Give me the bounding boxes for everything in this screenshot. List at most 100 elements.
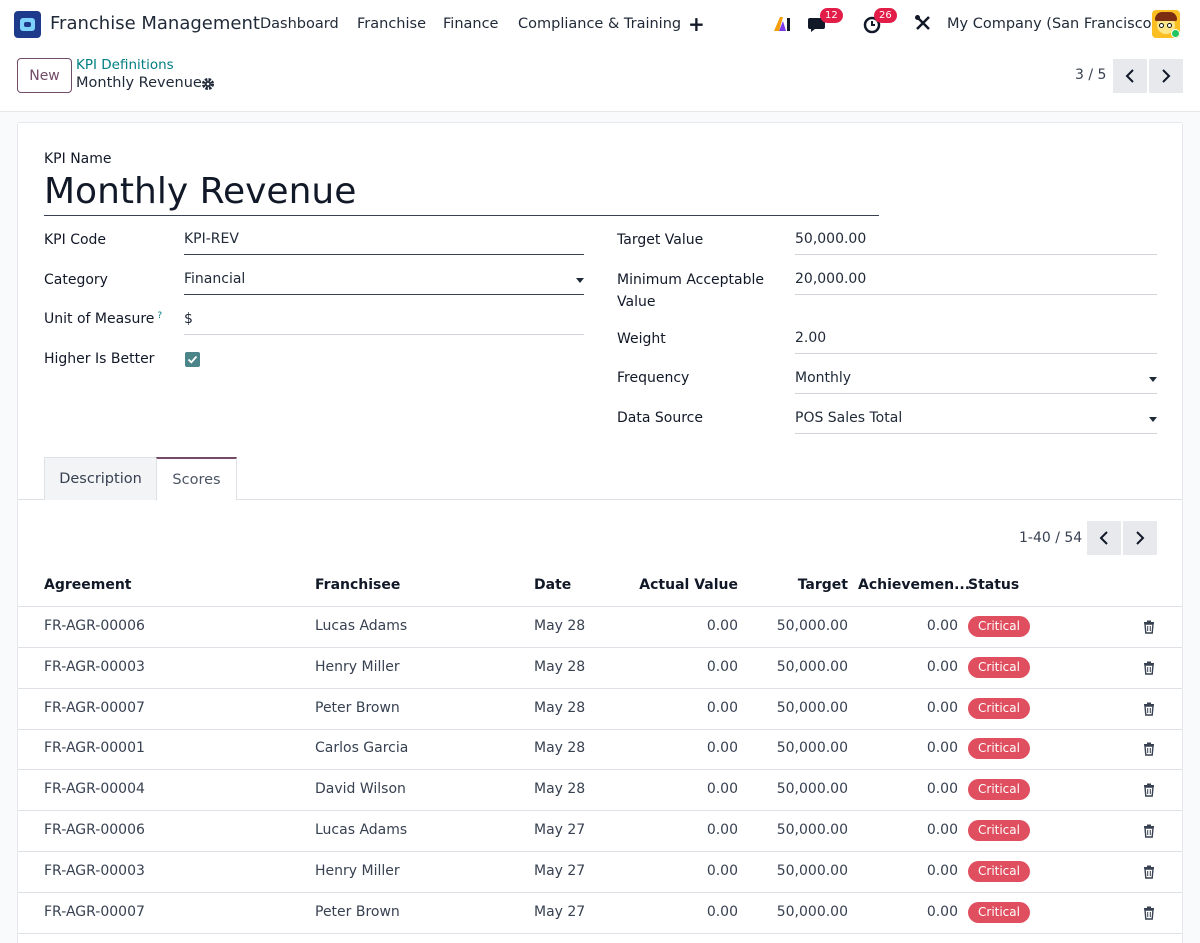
- trash-icon[interactable]: [1143, 741, 1155, 760]
- trash-icon[interactable]: [1143, 864, 1155, 883]
- agreement-cell: FR-AGR-00007: [44, 699, 145, 716]
- achievement-cell: 0.00: [926, 699, 958, 716]
- table-row[interactable]: FR-AGR-00006 Lucas Adams May 27 0.00 50,000.…: [18, 811, 1182, 852]
- trash-icon[interactable]: [1143, 823, 1155, 842]
- weight-label: Weight: [617, 331, 666, 347]
- help-tooltip-icon[interactable]: ?: [157, 311, 163, 321]
- minimum-acceptable-label: Minimum Acceptable: [617, 272, 765, 288]
- check-icon: [187, 355, 198, 364]
- table-row[interactable]: FR-AGR-00003 Henry Miller May 27 0.00 50,000…: [18, 852, 1182, 893]
- trash-icon[interactable]: [1143, 782, 1155, 801]
- column-agreement[interactable]: Agreement: [44, 577, 132, 593]
- tab-description[interactable]: Description: [44, 457, 157, 500]
- kpi-name-input[interactable]: Monthly Revenue: [44, 171, 879, 216]
- trash-icon[interactable]: [1143, 905, 1155, 924]
- table-row[interactable]: FR-AGR-00003 Henry Miller May 28 0.00 50,000…: [18, 648, 1182, 689]
- franchisee-cell: Henry Miller: [315, 862, 400, 879]
- category-label: Category: [44, 272, 108, 288]
- status-badge: Critical: [968, 656, 1030, 678]
- frequency-value: Monthly: [795, 370, 852, 386]
- franchisee-cell: Peter Brown: [315, 903, 400, 920]
- pager-previous-button[interactable]: [1113, 59, 1147, 93]
- achievement-cell: 0.00: [926, 862, 958, 879]
- minimum-acceptable-input[interactable]: 20,000.00: [795, 269, 1157, 295]
- company-switcher[interactable]: My Company (San Francisco): [947, 16, 1158, 32]
- menu-dashboard[interactable]: Dashboard: [260, 16, 339, 32]
- column-status[interactable]: Status: [968, 577, 1020, 593]
- caret-down-icon: [1149, 417, 1157, 422]
- record-pager-value[interactable]: 3 / 5: [1075, 67, 1107, 83]
- column-date[interactable]: Date: [534, 577, 572, 593]
- status-badge: Critical: [968, 779, 1030, 801]
- scores-previous-button[interactable]: [1087, 521, 1121, 555]
- menu-compliance-training[interactable]: Compliance & Training: [518, 16, 682, 32]
- scores-pager-value[interactable]: 1-40 / 54: [1019, 530, 1083, 546]
- menu-finance[interactable]: Finance: [443, 16, 499, 32]
- date-cell: May 28: [534, 699, 586, 716]
- target-cell: 50,000.00: [776, 658, 848, 675]
- trash-icon[interactable]: [1143, 619, 1155, 638]
- chevron-right-icon: [1136, 531, 1145, 545]
- frequency-select[interactable]: Monthly: [795, 368, 1157, 394]
- actual-value-cell: 0.00: [706, 699, 738, 716]
- target-cell: 50,000.00: [776, 740, 848, 757]
- actual-value-cell: 0.00: [706, 618, 738, 634]
- category-select[interactable]: Financial: [184, 269, 584, 295]
- actual-value-cell: 0.00: [706, 822, 738, 838]
- menu-franchise[interactable]: Franchise: [357, 16, 426, 32]
- table-row[interactable]: FR-AGR-00006 Lucas Adams May 28 0.00 50,000.…: [18, 607, 1182, 648]
- kpi-code-input[interactable]: KPI-REV: [184, 229, 584, 255]
- unit-of-measure-input[interactable]: $: [184, 309, 584, 335]
- agreement-cell: FR-AGR-00003: [44, 658, 145, 675]
- table-row[interactable]: FR-AGR-00007 Peter Brown May 28 0.00 50,000.…: [18, 689, 1182, 730]
- actual-value-cell: 0.00: [706, 781, 738, 798]
- activity-clock-icon[interactable]: 26: [862, 8, 897, 38]
- breadcrumb-current: Monthly Revenue: [76, 75, 202, 91]
- franchisee-cell: Peter Brown: [315, 699, 400, 716]
- status-badge: Critical: [968, 697, 1030, 719]
- achievement-cell: 0.00: [926, 740, 958, 757]
- data-source-select[interactable]: POS Sales Total: [795, 408, 1157, 434]
- table-row[interactable]: FR-AGR-00004 David Wilson May 28 0.00 50,000…: [18, 770, 1182, 812]
- table-row[interactable]: FR-AGR-00007 Peter Brown May 27 0.00 50,000.…: [18, 893, 1182, 934]
- weight-input[interactable]: 2.00: [795, 328, 1157, 354]
- actual-value-cell: 0.00: [706, 862, 738, 879]
- add-menu-icon[interactable]: +: [688, 12, 705, 36]
- app-menu-icon[interactable]: [14, 11, 41, 38]
- column-actual-value[interactable]: Actual Value: [639, 577, 738, 593]
- notebook-tabs: Description Scores: [18, 457, 1182, 501]
- target-value-label: Target Value: [617, 232, 704, 248]
- ai-icon[interactable]: [772, 14, 792, 38]
- agreement-cell: FR-AGR-00006: [44, 618, 145, 634]
- gear-icon[interactable]: [201, 76, 215, 95]
- trash-icon[interactable]: [1143, 660, 1155, 679]
- app-brand[interactable]: Franchise Management: [50, 13, 260, 34]
- new-button[interactable]: New: [17, 58, 72, 93]
- column-franchisee[interactable]: Franchisee: [315, 577, 401, 593]
- tab-scores[interactable]: Scores: [156, 457, 237, 501]
- debug-tools-icon[interactable]: [914, 14, 932, 36]
- breadcrumb-parent-link[interactable]: KPI Definitions: [76, 57, 174, 73]
- franchisee-cell: Henry Miller: [315, 658, 400, 675]
- franchisee-cell: Lucas Adams: [315, 822, 408, 838]
- column-achievement[interactable]: Achievemen...: [858, 577, 971, 593]
- status-badge: Critical: [968, 860, 1030, 882]
- data-source-label: Data Source: [617, 410, 703, 426]
- status-badge: Critical: [968, 738, 1030, 760]
- trash-icon[interactable]: [1143, 701, 1155, 720]
- column-target[interactable]: Target: [797, 577, 848, 593]
- caret-down-icon: [1149, 377, 1157, 382]
- franchisee-cell: Carlos Garcia: [315, 740, 409, 757]
- chat-icon[interactable]: 12: [808, 8, 843, 38]
- scores-next-button[interactable]: [1123, 521, 1157, 555]
- date-cell: May 27: [534, 903, 586, 920]
- control-panel: New KPI Definitions Monthly Revenue 3 / …: [0, 48, 1200, 112]
- date-cell: May 27: [534, 822, 586, 838]
- user-avatar[interactable]: [1152, 10, 1180, 38]
- pager-next-button[interactable]: [1149, 59, 1183, 93]
- agreement-cell: FR-AGR-00001: [44, 740, 145, 757]
- target-value-input[interactable]: 50,000.00: [795, 229, 1157, 255]
- higher-is-better-checkbox[interactable]: [185, 352, 200, 367]
- table-row[interactable]: FR-AGR-00001 Carlos Garcia May 28 0.00 50,00…: [18, 729, 1182, 771]
- date-cell: May 28: [534, 740, 586, 757]
